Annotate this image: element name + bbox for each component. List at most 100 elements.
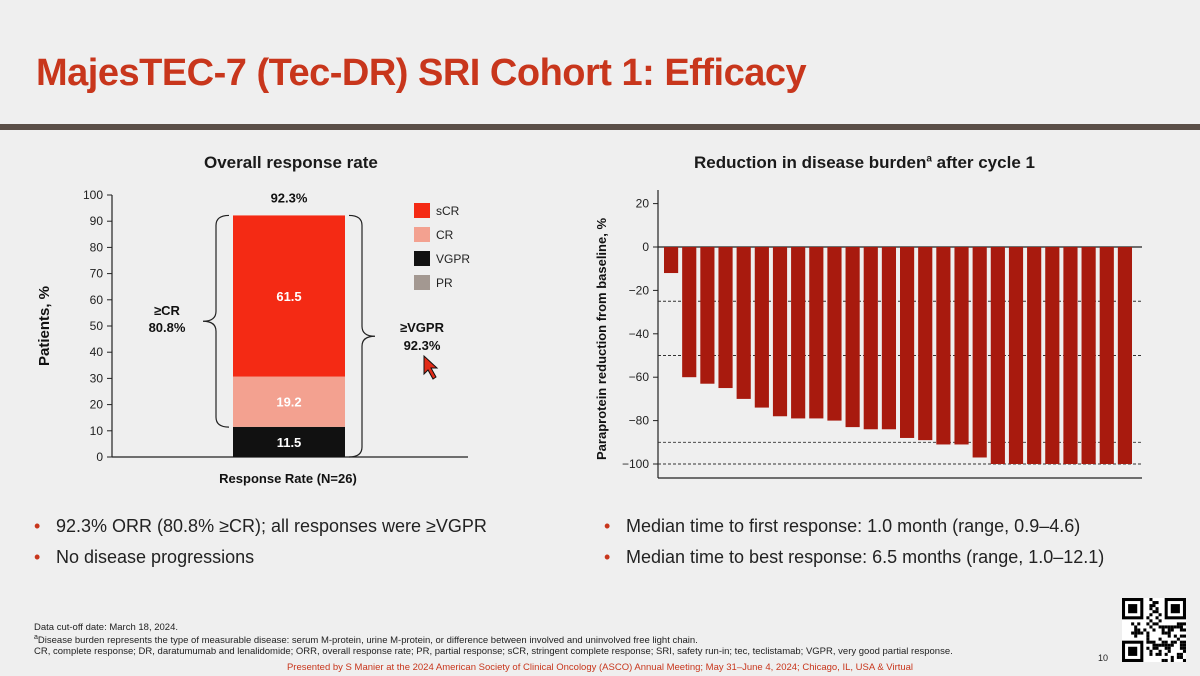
bracket-vgpr xyxy=(348,214,376,458)
qr-module xyxy=(1173,625,1177,629)
qr-module xyxy=(1155,601,1159,605)
bracket-cr-value: 80.8% xyxy=(149,320,186,335)
data-label: 11.5 xyxy=(277,435,302,450)
bar-segment-scr xyxy=(233,215,345,377)
qr-module xyxy=(1131,622,1135,626)
qr-module xyxy=(1134,631,1138,635)
bracket-cr-label: ≥CR xyxy=(154,303,181,318)
qr-module xyxy=(1143,628,1147,632)
page-number: 10 xyxy=(1098,653,1109,663)
y-axis-label: Paraprotein reduction from baseline, % xyxy=(594,218,609,460)
qr-module xyxy=(1155,622,1159,626)
legend-swatch-pr xyxy=(414,275,430,290)
qr-module xyxy=(1146,616,1150,620)
waterfall-bar xyxy=(1099,247,1114,464)
qr-code-icon[interactable] xyxy=(1122,598,1186,662)
qr-module xyxy=(1152,610,1156,614)
qr-module xyxy=(1158,619,1162,623)
qr-module xyxy=(1176,655,1180,659)
qr-module xyxy=(1161,625,1165,629)
bracket-vgpr-value: 92.3% xyxy=(404,338,441,353)
qr-module xyxy=(1158,613,1162,617)
right-chart-title: Reduction in disease burdena after cycle… xyxy=(694,153,1035,172)
y-tick-label: −20 xyxy=(629,283,650,297)
waterfall-bar xyxy=(936,247,951,445)
waterfall-bar xyxy=(791,247,806,419)
waterfall-bar xyxy=(700,247,715,384)
qr-finder-core xyxy=(1170,604,1180,614)
qr-module xyxy=(1146,646,1150,650)
y-tick-label: 60 xyxy=(90,293,104,307)
waterfall-bar xyxy=(1008,247,1024,464)
qr-module xyxy=(1170,625,1174,629)
bullet-item: • Median time to best response: 6.5 month… xyxy=(604,547,1105,567)
waterfall-bar xyxy=(1027,247,1042,464)
qr-module xyxy=(1182,649,1186,653)
qr-module xyxy=(1161,628,1165,632)
qr-module xyxy=(1155,616,1159,620)
qr-finder-core xyxy=(1128,646,1138,656)
qr-module xyxy=(1164,631,1168,635)
qr-module xyxy=(1164,646,1168,650)
qr-module xyxy=(1179,643,1183,647)
qr-module xyxy=(1149,619,1153,623)
qr-module xyxy=(1158,652,1162,656)
qr-module xyxy=(1164,658,1168,662)
waterfall-bar xyxy=(736,247,751,399)
qr-module xyxy=(1179,655,1183,659)
qr-module xyxy=(1152,604,1156,608)
y-tick-label: 0 xyxy=(642,240,649,254)
legend-swatch-cr xyxy=(414,227,430,242)
qr-module xyxy=(1149,604,1153,608)
y-tick-label: −40 xyxy=(629,327,650,341)
y-tick-label: −80 xyxy=(629,414,650,428)
page-title: MajesTEC-7 (Tec-DR) SRI Cohort 1: Effica… xyxy=(36,52,807,94)
qr-module xyxy=(1155,610,1159,614)
qr-module xyxy=(1179,640,1183,644)
qr-module xyxy=(1155,646,1159,650)
waterfall-bar xyxy=(918,247,933,441)
y-tick-label: 70 xyxy=(90,267,104,281)
qr-module xyxy=(1179,652,1183,656)
data-label: 19.2 xyxy=(276,395,301,410)
y-tick-label: 30 xyxy=(90,371,104,385)
qr-module xyxy=(1134,634,1138,638)
qr-module xyxy=(1179,634,1183,638)
qr-module xyxy=(1182,634,1186,638)
qr-module xyxy=(1146,631,1150,635)
bullet-item: • 92.3% ORR (80.8% ≥CR); all responses we… xyxy=(34,516,487,536)
qr-module xyxy=(1161,640,1165,644)
left-chart-title: Overall response rate xyxy=(204,153,378,172)
footnote-cutoff: Data cut-off date: March 18, 2024. xyxy=(34,622,178,633)
y-tick-label: 100 xyxy=(83,188,103,202)
y-tick-label: 20 xyxy=(636,197,650,211)
qr-module xyxy=(1182,640,1186,644)
y-tick-label: 10 xyxy=(90,424,104,438)
qr-module xyxy=(1173,640,1177,644)
qr-module xyxy=(1164,625,1168,629)
waterfall-bar xyxy=(718,247,733,389)
qr-module xyxy=(1152,640,1156,644)
y-tick-label: 80 xyxy=(90,240,104,254)
left-bullet-list: • 92.3% ORR (80.8% ≥CR); all responses we… xyxy=(34,516,487,578)
total-label: 92.3% xyxy=(271,190,308,205)
qr-module xyxy=(1179,628,1183,632)
qr-module xyxy=(1152,622,1156,626)
qr-module xyxy=(1167,646,1171,650)
legend-label: sCR xyxy=(436,204,460,218)
y-tick-label: 40 xyxy=(90,345,104,359)
qr-module xyxy=(1149,625,1153,629)
waterfall-bar xyxy=(990,247,1005,464)
qr-module xyxy=(1158,625,1162,629)
qr-module xyxy=(1137,628,1141,632)
qr-module xyxy=(1149,613,1153,617)
qr-module xyxy=(1158,643,1162,647)
cursor-arrow-icon xyxy=(423,354,439,380)
bracket-cr xyxy=(202,214,230,428)
qr-module xyxy=(1164,643,1168,647)
qr-module xyxy=(1167,628,1171,632)
qr-module xyxy=(1152,628,1156,632)
presented-by: Presented by S Manier at the 2024 Americ… xyxy=(286,662,914,673)
qr-module xyxy=(1149,649,1153,653)
qr-module xyxy=(1170,640,1174,644)
